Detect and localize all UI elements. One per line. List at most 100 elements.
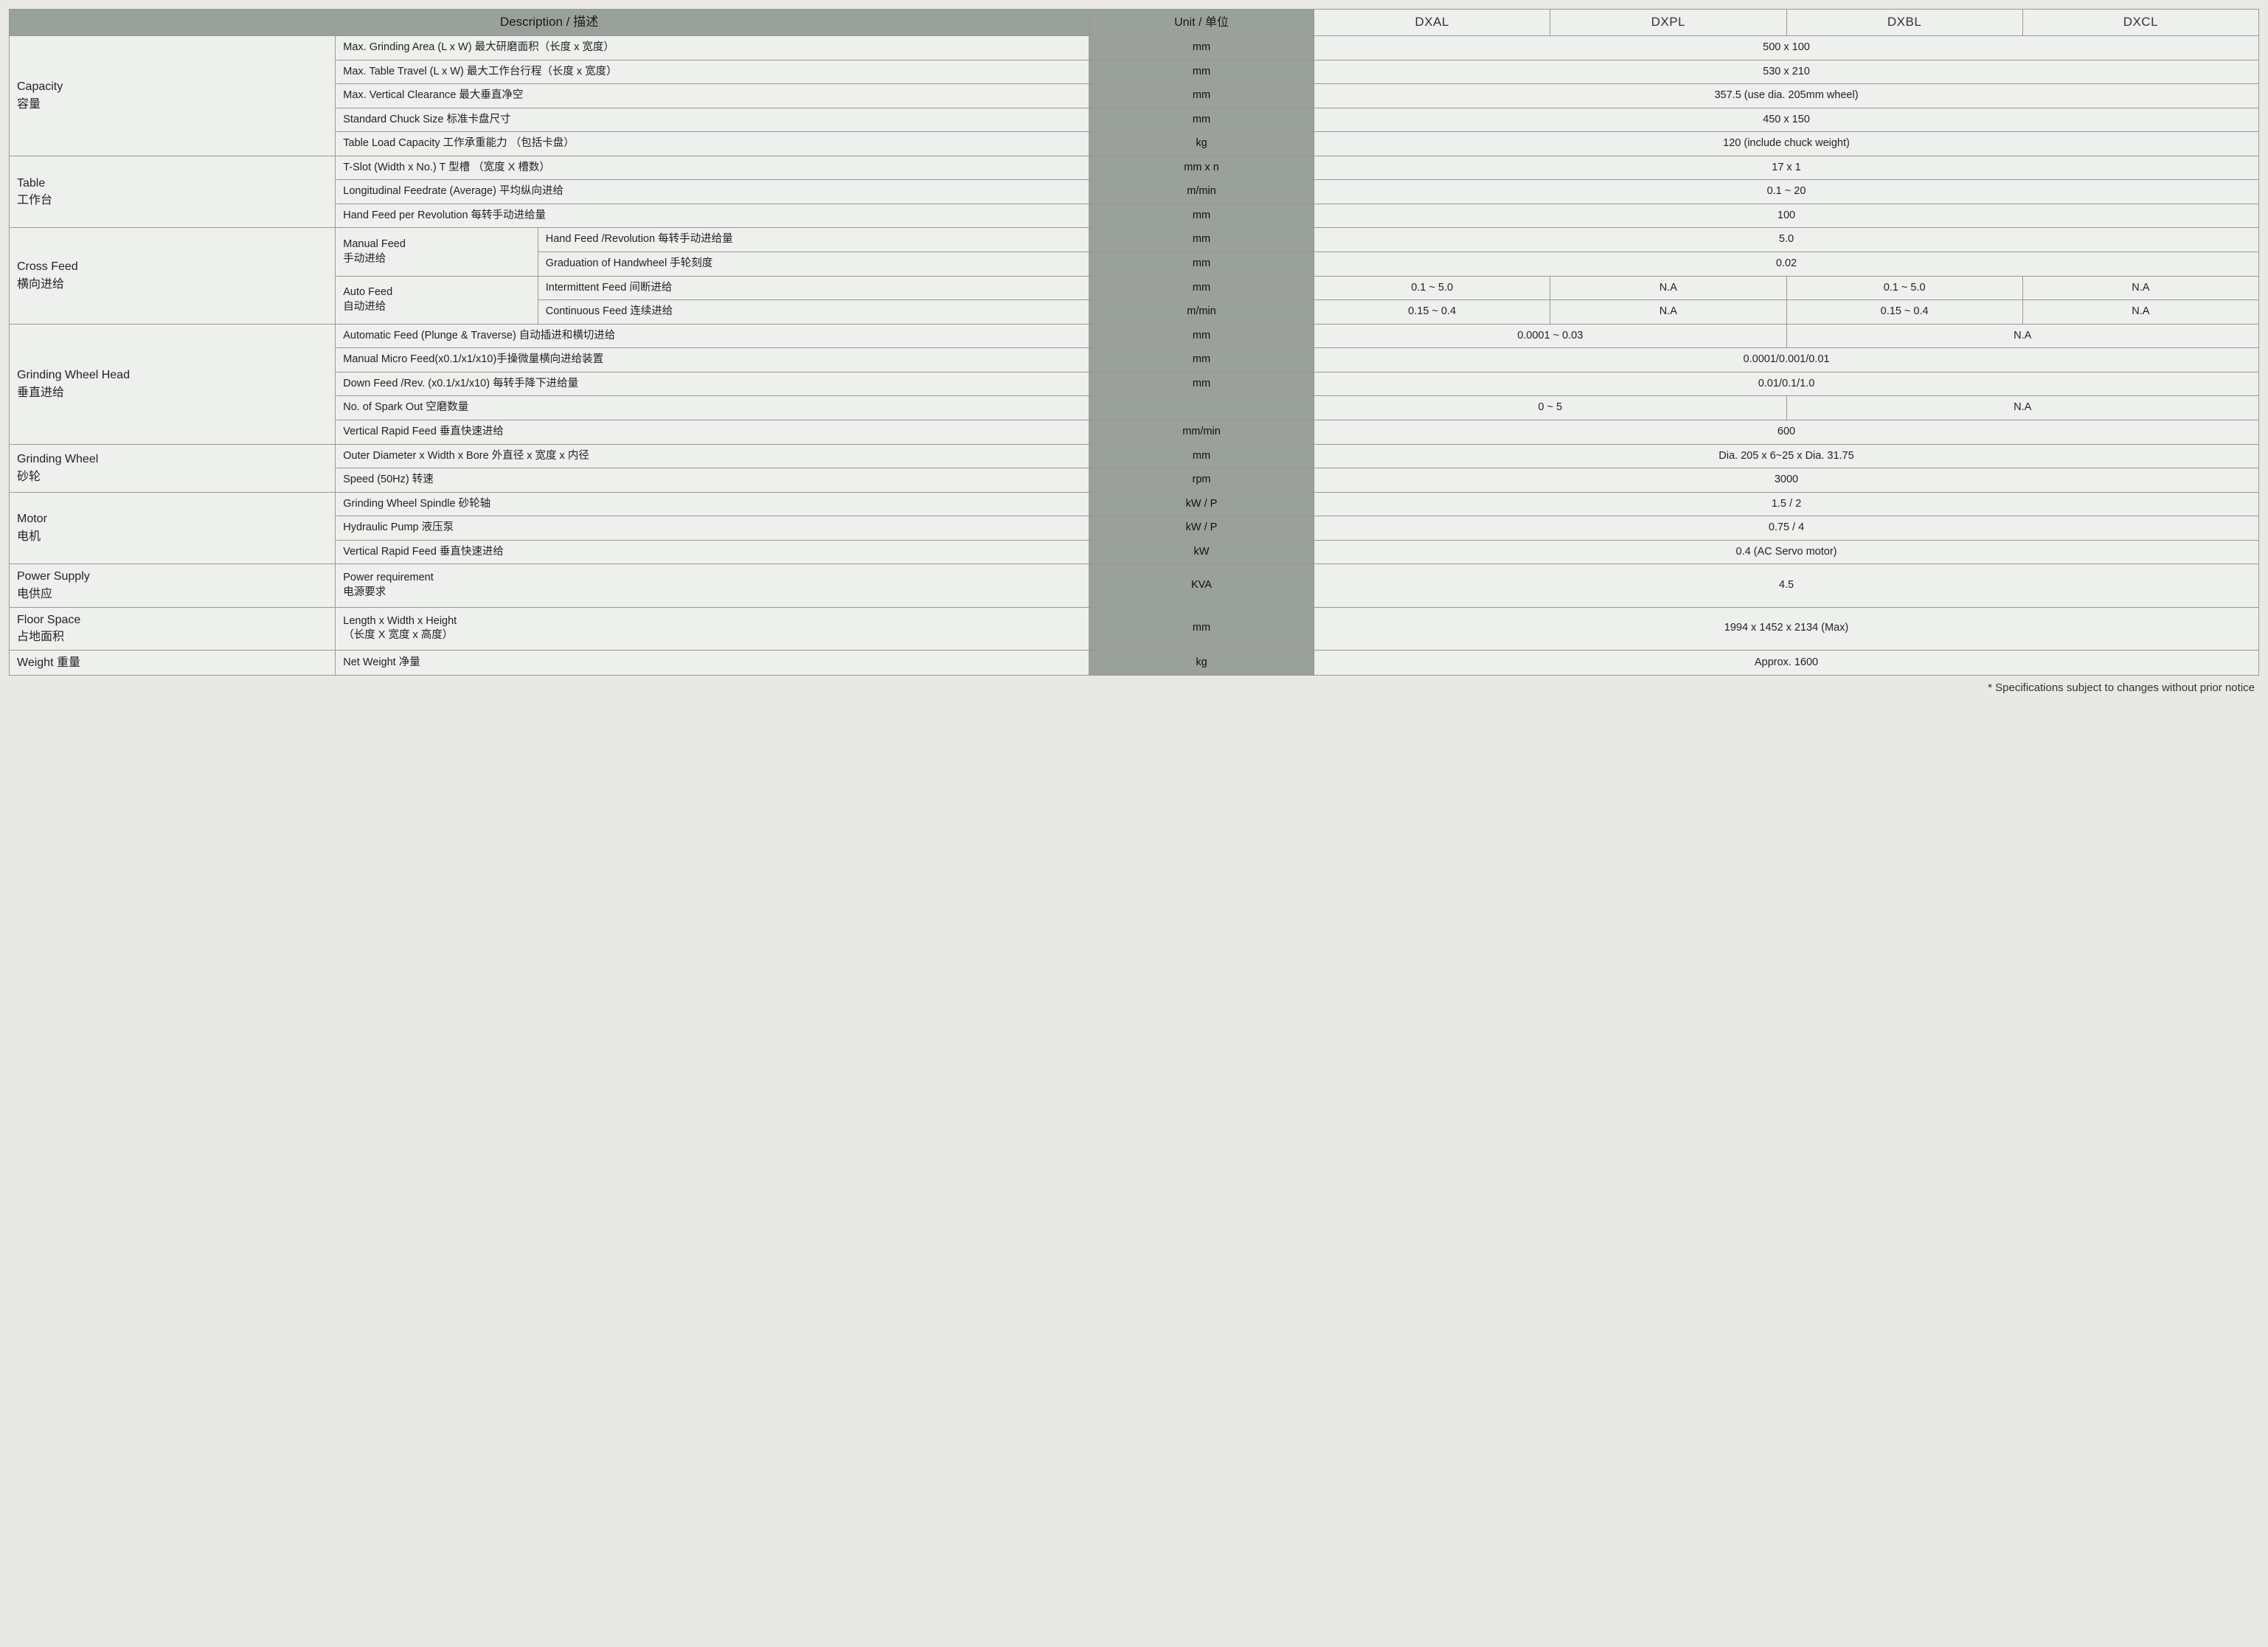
row-value: 3000	[1314, 468, 2259, 493]
cat-floor: Floor Space 占地面积	[10, 607, 336, 650]
sub-auto-feed: Auto Feed 自动进给	[336, 276, 538, 324]
table-row: Manual Micro Feed(x0.1/x1/x10)手操微量横向进给装置…	[10, 348, 2259, 372]
row-value: 4.5	[1314, 564, 2259, 607]
row-unit: mm	[1089, 276, 1314, 300]
table-row: Speed (50Hz) 转速 rpm 3000	[10, 468, 2259, 493]
hdr-model-0: DXAL	[1314, 10, 1550, 36]
cat-table: Table 工作台	[10, 156, 336, 228]
row-value: Approx. 1600	[1314, 650, 2259, 676]
hdr-model-1: DXPL	[1550, 10, 1786, 36]
row-value: 530 x 210	[1314, 60, 2259, 84]
table-row: Auto Feed 自动进给 Intermittent Feed 间断进给 mm…	[10, 276, 2259, 300]
header-row: Description / 描述 Unit / 单位 DXAL DXPL DXB…	[10, 10, 2259, 36]
row-desc: Max. Vertical Clearance 最大垂直净空	[336, 84, 1089, 108]
row-value: 0.1 ~ 5.0	[1786, 276, 2022, 300]
row-value: 0.0001 ~ 0.03	[1314, 324, 1787, 348]
row-desc: Outer Diameter x Width x Bore 外直径 x 宽度 x…	[336, 444, 1089, 468]
row-desc: Power requirement 电源要求	[336, 564, 1089, 607]
table-row: Max. Vertical Clearance 最大垂直净空 mm 357.5 …	[10, 84, 2259, 108]
row-desc: Vertical Rapid Feed 垂直快速进给	[336, 420, 1089, 444]
row-desc: Hand Feed /Revolution 每转手动进给量	[538, 228, 1089, 252]
row-value: 0.75 / 4	[1314, 516, 2259, 541]
row-desc: Manual Micro Feed(x0.1/x1/x10)手操微量横向进给装置	[336, 348, 1089, 372]
row-unit: mm	[1089, 324, 1314, 348]
row-value: 0.1 ~ 20	[1314, 180, 2259, 204]
row-value: 357.5 (use dia. 205mm wheel)	[1314, 84, 2259, 108]
row-desc: Grinding Wheel Spindle 砂轮轴	[336, 492, 1089, 516]
table-row: Grinding Wheel 砂轮 Outer Diameter x Width…	[10, 444, 2259, 468]
row-unit: mm	[1089, 204, 1314, 228]
table-row: Cross Feed 横向进给 Manual Feed 手动进给 Hand Fe…	[10, 228, 2259, 252]
row-value: 500 x 100	[1314, 35, 2259, 60]
row-unit: mm	[1089, 372, 1314, 396]
spec-table: Description / 描述 Unit / 单位 DXAL DXPL DXB…	[9, 9, 2259, 676]
table-row: Vertical Rapid Feed 垂直快速进给 kW 0.4 (AC Se…	[10, 540, 2259, 564]
row-unit: mm/min	[1089, 420, 1314, 444]
cat-motor: Motor 电机	[10, 492, 336, 564]
table-row: Hydraulic Pump 液压泵 kW / P 0.75 / 4	[10, 516, 2259, 541]
row-desc: Intermittent Feed 间断进给	[538, 276, 1089, 300]
row-desc: Longitudinal Feedrate (Average) 平均纵向进给	[336, 180, 1089, 204]
row-desc: T-Slot (Width x No.) T 型槽 （宽度 X 槽数）	[336, 156, 1089, 180]
table-row: Down Feed /Rev. (x0.1/x1/x10) 每转手降下进给量 m…	[10, 372, 2259, 396]
hdr-model-2: DXBL	[1786, 10, 2022, 36]
row-value: 100	[1314, 204, 2259, 228]
row-desc: Max. Grinding Area (L x W) 最大研磨面积（长度 x 宽…	[336, 35, 1089, 60]
row-value: 0.02	[1314, 252, 2259, 277]
row-unit: kW / P	[1089, 492, 1314, 516]
table-row: Floor Space 占地面积 Length x Width x Height…	[10, 607, 2259, 650]
row-unit: rpm	[1089, 468, 1314, 493]
row-value: N.A	[1786, 396, 2259, 420]
row-value: 1.5 / 2	[1314, 492, 2259, 516]
hdr-model-3: DXCL	[2022, 10, 2258, 36]
table-row: Standard Chuck Size 标准卡盘尺寸 mm 450 x 150	[10, 108, 2259, 132]
table-row: Hand Feed per Revolution 每转手动进给量 mm 100	[10, 204, 2259, 228]
row-value: 0.01/0.1/1.0	[1314, 372, 2259, 396]
row-value: 1994 x 1452 x 2134 (Max)	[1314, 607, 2259, 650]
row-desc: Hydraulic Pump 液压泵	[336, 516, 1089, 541]
row-value: N.A	[1550, 276, 1786, 300]
row-desc: Continuous Feed 连续进给	[538, 300, 1089, 325]
table-row: Table 工作台 T-Slot (Width x No.) T 型槽 （宽度 …	[10, 156, 2259, 180]
cat-gw: Grinding Wheel 砂轮	[10, 444, 336, 492]
row-value: 0.0001/0.001/0.01	[1314, 348, 2259, 372]
row-unit: mm x n	[1089, 156, 1314, 180]
row-unit: mm	[1089, 444, 1314, 468]
table-row: Vertical Rapid Feed 垂直快速进给 mm/min 600	[10, 420, 2259, 444]
row-desc: No. of Spark Out 空磨数量	[336, 396, 1089, 420]
row-unit: mm	[1089, 228, 1314, 252]
row-unit: mm	[1089, 348, 1314, 372]
table-row: No. of Spark Out 空磨数量 0 ~ 5 N.A	[10, 396, 2259, 420]
row-unit: kW	[1089, 540, 1314, 564]
row-unit: m/min	[1089, 180, 1314, 204]
row-desc: Graduation of Handwheel 手轮刻度	[538, 252, 1089, 277]
footnote: * Specifications subject to changes with…	[9, 676, 2259, 694]
row-value: 600	[1314, 420, 2259, 444]
row-value: N.A	[2022, 276, 2258, 300]
sub-manual-feed: Manual Feed 手动进给	[336, 228, 538, 276]
row-unit: mm	[1089, 35, 1314, 60]
row-value: 0.15 ~ 0.4	[1314, 300, 1550, 325]
row-value: 0.15 ~ 0.4	[1786, 300, 2022, 325]
table-row: Grinding Wheel Head 垂直进给 Automatic Feed …	[10, 324, 2259, 348]
row-desc: Max. Table Travel (L x W) 最大工作台行程（长度 x 宽…	[336, 60, 1089, 84]
cat-capacity: Capacity 容量	[10, 35, 336, 156]
row-desc: Speed (50Hz) 转速	[336, 468, 1089, 493]
cat-power: Power Supply 电供应	[10, 564, 336, 607]
row-value: N.A	[1550, 300, 1786, 325]
row-value: N.A	[2022, 300, 2258, 325]
row-desc: Down Feed /Rev. (x0.1/x1/x10) 每转手降下进给量	[336, 372, 1089, 396]
row-unit: mm	[1089, 84, 1314, 108]
row-unit: mm	[1089, 108, 1314, 132]
row-unit	[1089, 396, 1314, 420]
table-row: Weight 重量 Net Weight 净量 kg Approx. 1600	[10, 650, 2259, 676]
row-desc: Hand Feed per Revolution 每转手动进给量	[336, 204, 1089, 228]
row-value: 5.0	[1314, 228, 2259, 252]
row-desc: Net Weight 净量	[336, 650, 1089, 676]
row-unit: kg	[1089, 650, 1314, 676]
hdr-unit: Unit / 单位	[1089, 10, 1314, 36]
row-value: 450 x 150	[1314, 108, 2259, 132]
hdr-description: Description / 描述	[10, 10, 1089, 36]
table-row: Capacity 容量 Max. Grinding Area (L x W) 最…	[10, 35, 2259, 60]
row-value: 120 (include chuck weight)	[1314, 132, 2259, 156]
